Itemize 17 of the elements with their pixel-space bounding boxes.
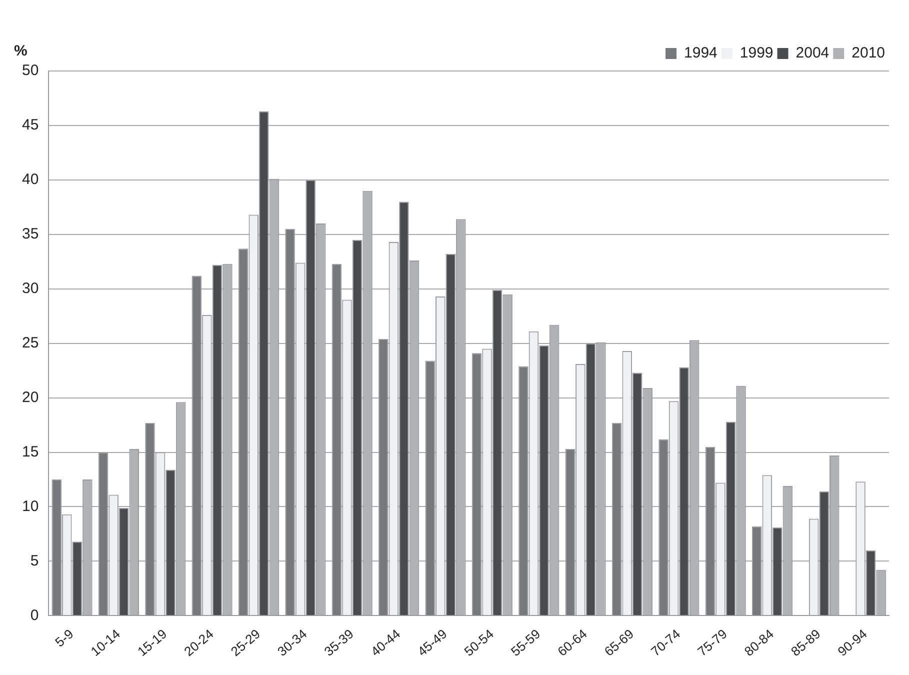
y-tick-label: 15 [22,443,39,460]
y-tick-label: 0 [30,606,39,624]
y-tick-label: 10 [22,498,39,515]
legend-label: 1999 [740,44,774,62]
y-tick-label: 20 [22,388,39,406]
legend-label: 1994 [684,44,718,62]
legend-label: 2004 [796,44,830,62]
x-tick-label: 5-9 [52,626,76,650]
y-tick-label: 30 [22,280,39,298]
y-tick-label: 50 [22,62,39,80]
y-tick-label: 5 [30,552,39,570]
y-tick-label: 35 [22,226,39,243]
y-tick-label: 45 [22,116,39,134]
y-tick-label: 25 [22,334,39,352]
y-axis-title: % [14,42,28,60]
legend-label: 2010 [852,44,886,62]
y-tick-label: 40 [22,171,39,188]
